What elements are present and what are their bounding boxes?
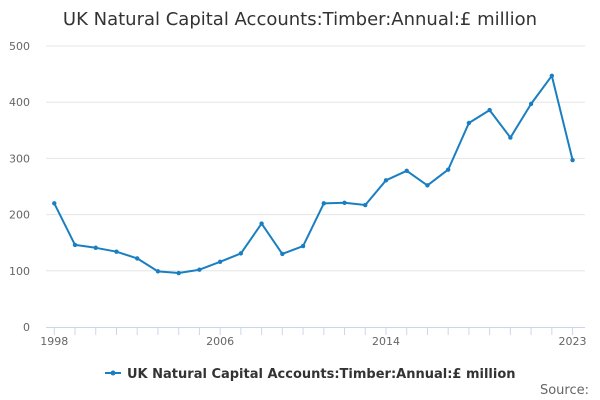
data-point — [425, 183, 430, 188]
source-label: Source: — [540, 383, 589, 398]
data-point — [176, 270, 181, 276]
data-point — [549, 73, 555, 78]
chart-title: UK Natural Capital Accounts:Timber:Annua… — [63, 9, 537, 30]
data-point — [570, 157, 575, 163]
x-tick-label: 2014 — [372, 335, 400, 348]
legend-swatch-marker — [110, 370, 116, 376]
data-point — [93, 245, 98, 250]
data-point — [528, 101, 534, 107]
y-tick-label: 0 — [23, 321, 30, 334]
y-tick-label: 100 — [9, 265, 30, 278]
data-point — [383, 178, 389, 183]
series-line — [53, 74, 574, 274]
x-tick-label: 1998 — [40, 335, 68, 348]
data-point — [508, 135, 513, 140]
data-point — [404, 168, 409, 173]
data-point — [155, 269, 161, 274]
data-point — [300, 243, 306, 249]
data-point — [259, 221, 264, 226]
x-tick-label: 2006 — [206, 335, 234, 348]
legend-label: UK Natural Capital Accounts:Timber:Annua… — [127, 367, 516, 382]
data-point — [466, 120, 472, 126]
data-point — [135, 256, 140, 261]
data-point — [197, 267, 202, 272]
data-point — [280, 251, 285, 257]
data-point — [342, 200, 347, 205]
y-axis: 0 100 200 300 400 500 — [9, 40, 30, 334]
data-point — [114, 249, 119, 254]
y-tick-label: 400 — [9, 96, 30, 109]
gridlines — [46, 45, 585, 272]
data-point — [238, 251, 244, 256]
data-point — [363, 202, 368, 208]
data-point — [321, 201, 326, 206]
data-point — [487, 107, 492, 113]
data-point — [445, 167, 451, 172]
data-point — [52, 201, 57, 206]
y-tick-label: 200 — [9, 209, 30, 222]
series-group — [52, 73, 575, 276]
y-tick-label: 300 — [9, 152, 30, 165]
y-tick-label: 500 — [9, 40, 30, 53]
data-point — [217, 259, 223, 265]
legend[interactable]: UK Natural Capital Accounts:Timber:Annua… — [105, 367, 516, 382]
data-point — [72, 242, 78, 248]
x-tick-label: 2023 — [559, 335, 587, 348]
x-axis: 1998 2006 2014 2023 — [40, 327, 587, 348]
